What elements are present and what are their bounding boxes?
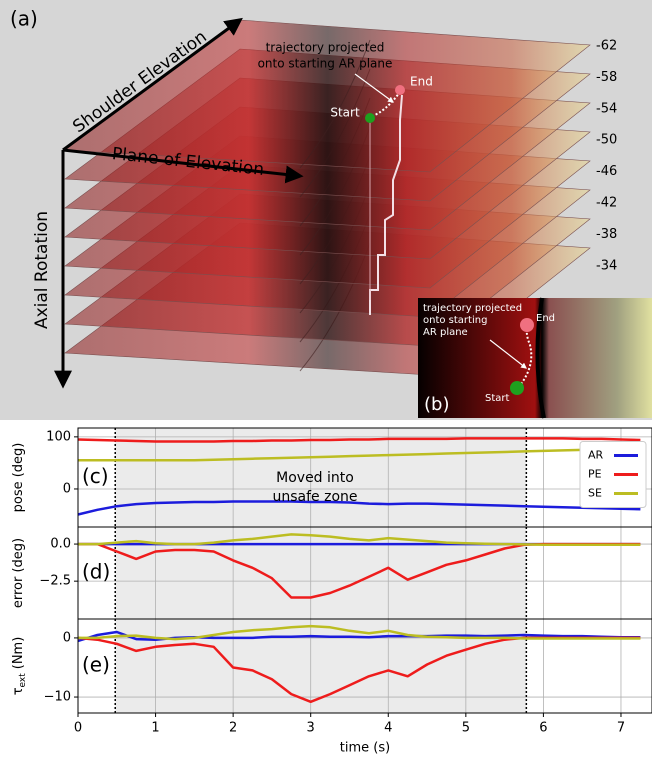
legend-label: SE — [588, 487, 602, 500]
x-tick-label: 6 — [539, 721, 547, 736]
y-axis-label: pose (deg) — [11, 443, 26, 513]
panel-label: (b) — [424, 394, 449, 415]
series-line — [78, 533, 641, 547]
note-arrow — [489, 339, 527, 369]
y-label-sub: ext — [18, 673, 28, 688]
x-tick-label: 7 — [617, 721, 625, 736]
note-arrow — [354, 73, 394, 103]
series-line — [77, 500, 641, 516]
y-label-text: pose (deg) — [11, 443, 26, 513]
y-tick-label: −2.5 — [39, 574, 71, 589]
x-tick-label: 5 — [462, 721, 470, 736]
end-label: End — [410, 75, 433, 89]
shaded-span — [115, 527, 527, 619]
level-label: -46 — [596, 164, 617, 179]
end-marker — [395, 85, 405, 95]
x-tick-label: 3 — [307, 721, 315, 736]
y-label-text: τ — [11, 687, 26, 695]
panel-label: (a) — [10, 7, 38, 31]
x-tick-label: 0 — [74, 721, 82, 736]
x-tick-label: 1 — [151, 721, 159, 736]
level-label: -58 — [596, 70, 617, 85]
end-marker — [520, 318, 534, 332]
y-label-text: error (deg) — [11, 538, 26, 608]
y-label-unit: (Nm) — [11, 637, 26, 670]
x-axis-label: time (s) — [340, 741, 390, 756]
inset-boundary — [535, 297, 546, 419]
note: trajectory projected — [266, 41, 385, 55]
inset-trajectory — [520, 329, 533, 385]
plane-boundary — [299, 39, 371, 169]
panel-label: (e) — [82, 653, 110, 677]
axis-title: Axial Rotation — [32, 211, 52, 329]
start-marker — [365, 113, 375, 123]
start-label: Start — [330, 106, 360, 120]
end-label: End — [536, 313, 555, 324]
level-label: -50 — [596, 133, 617, 148]
shaded-span — [115, 428, 527, 527]
legend-label: AR — [588, 449, 604, 462]
note: onto starting AR plane — [258, 57, 393, 71]
level-label: -62 — [596, 39, 617, 54]
panel-label: (d) — [82, 560, 110, 584]
projected-trajectory — [371, 91, 401, 117]
legend-box — [579, 441, 647, 508]
legend-label: PE — [588, 468, 602, 481]
plot-frame — [77, 618, 652, 714]
level-labels: -62 -58 -54 -50 -46 -42 -38 -34 — [596, 39, 617, 274]
series-line — [77, 437, 641, 443]
series-line — [78, 624, 641, 641]
level-label: -34 — [596, 258, 617, 273]
panel-label: (c) — [82, 464, 109, 488]
level-label: -42 — [596, 196, 617, 211]
level-label: -38 — [596, 227, 617, 242]
y-tick-label: 0 — [63, 630, 71, 645]
level-label: -54 — [596, 101, 617, 116]
x-tick-label: 2 — [229, 721, 237, 736]
start-marker — [510, 381, 524, 395]
note: AR plane — [423, 327, 468, 338]
y-tick-label: 0 — [63, 481, 71, 496]
trajectory — [369, 94, 403, 315]
y-axis-label: τext (Nm) — [11, 637, 28, 696]
inset — [418, 298, 652, 418]
annotation: unsafe zone — [272, 489, 357, 505]
y-tick-label: −10 — [44, 690, 71, 705]
y-tick-label: 100 — [46, 429, 71, 444]
series-line — [78, 447, 641, 462]
annotation: Moved into — [276, 470, 354, 486]
note: trajectory projected — [423, 303, 522, 314]
start-label: Start — [485, 393, 510, 404]
axis-arrow — [62, 17, 243, 152]
y-axis-label: error (deg) — [11, 538, 26, 608]
x-tick-label: 4 — [384, 721, 392, 736]
y-tick-label: 0.0 — [50, 537, 71, 552]
note: onto starting — [423, 315, 487, 326]
axis-arrow — [62, 148, 304, 184]
